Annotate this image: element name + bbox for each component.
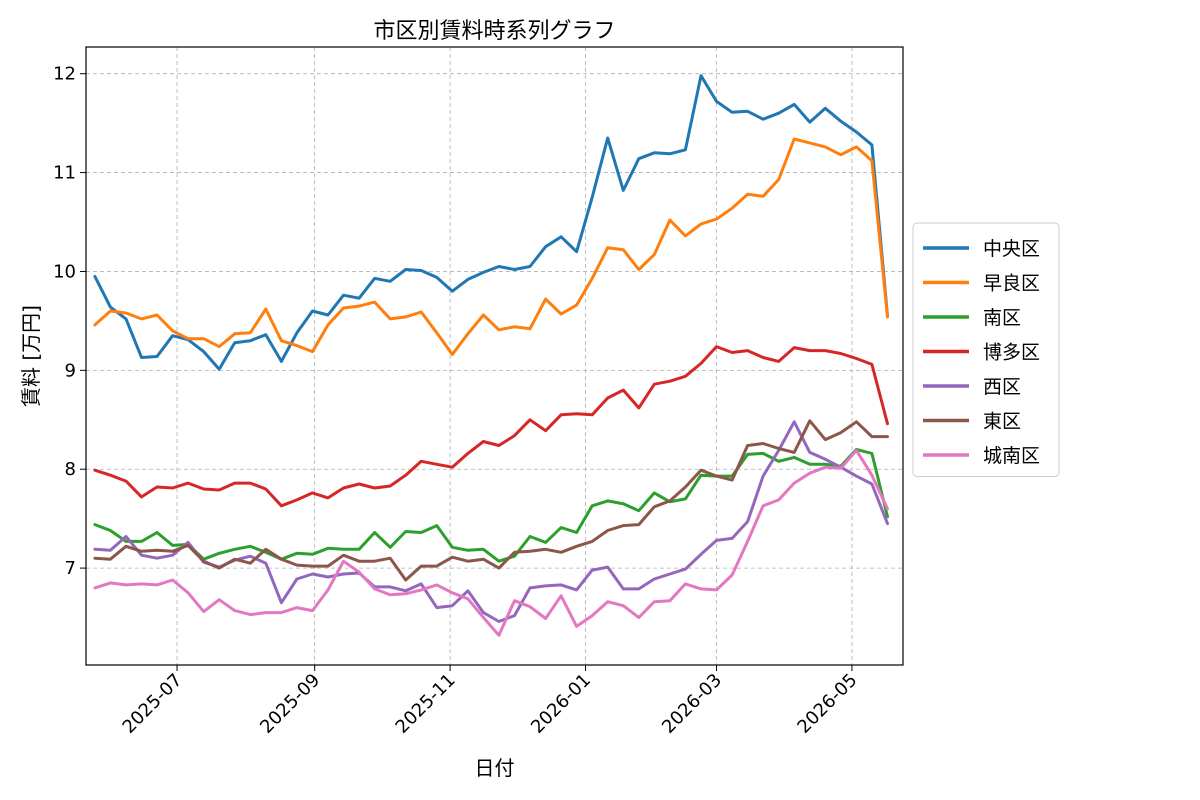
series-line-7 <box>93 448 889 637</box>
series-line-4 <box>93 345 889 508</box>
y-axis-title: 賃料 [万円] <box>19 305 43 407</box>
legend-box <box>912 222 1060 477</box>
y-tick-label: 12 <box>53 64 76 85</box>
grid <box>86 47 903 665</box>
series-line-6 <box>93 419 889 582</box>
plot-frame <box>85 46 904 666</box>
x-axis-title: 日付 <box>475 756 515 780</box>
legend-label: 城南区 <box>983 445 1040 467</box>
legend-label: 中央区 <box>983 238 1040 260</box>
legend-label: 西区 <box>983 376 1021 398</box>
series-line-3 <box>93 447 889 563</box>
series-line-1 <box>93 74 889 371</box>
y-tick-label: 8 <box>65 459 76 480</box>
legend-label: 東区 <box>983 411 1021 433</box>
y-tick-label: 9 <box>65 360 76 381</box>
y-tick-label: 10 <box>53 261 76 282</box>
chart-title: 市区別賃料時系列グラフ <box>373 19 615 44</box>
series-lines <box>93 74 889 637</box>
legend-label: 博多区 <box>983 342 1040 364</box>
y-tick-label: 11 <box>53 163 76 184</box>
legend-label: 早良区 <box>983 273 1040 295</box>
legend-label: 南区 <box>983 307 1021 329</box>
y-tick-label: 7 <box>65 558 76 579</box>
series-line-2 <box>93 137 889 356</box>
